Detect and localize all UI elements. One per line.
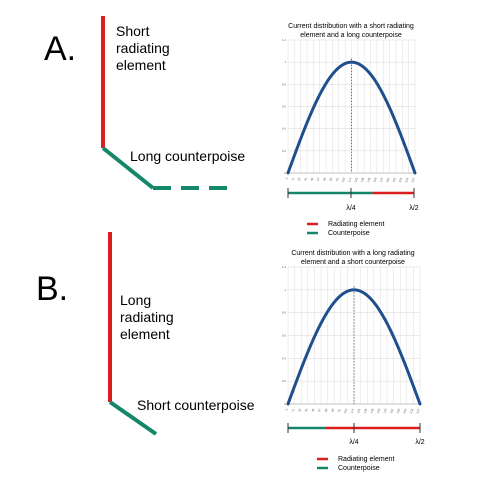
chart-b-xtick-label: 125: [356, 408, 362, 414]
panel-a-legend-counterpoise: Counterpoise: [328, 230, 370, 237]
chart-b-xtick-label: 170: [382, 408, 388, 414]
chart-a-ytick-label: 1: [284, 60, 286, 64]
panel-b-counterpoise-label: Short counterpoise: [137, 397, 255, 413]
panel-b-element-label-2: radiating: [120, 309, 174, 325]
chart-b-xtick-label: 204: [402, 408, 408, 414]
chart-a-xtick-label: 46: [309, 177, 314, 182]
chart-b-xtick-label: 216: [409, 408, 415, 414]
chart-b-ytick-label: 0.6: [282, 334, 287, 338]
panel-b-lambda-half: λ/2: [415, 439, 424, 446]
panel-a-counterpoise-label: Long counterpoise: [130, 148, 245, 164]
chart-a-xtick-label: 11: [290, 177, 295, 182]
chart-a-ytick-label: 1.2: [282, 38, 287, 42]
panel-b-element-label-3: element: [120, 326, 170, 342]
chart-a: Current distribution with a short radiat…: [282, 23, 417, 183]
chart-b-xtick-label: 80: [330, 408, 335, 413]
panel-a-legend: Radiating element Counterpoise: [307, 221, 384, 237]
chart-b-xtick-label: 193: [396, 408, 402, 414]
chart-a-xtick-label: 34: [303, 177, 308, 182]
chart-a-xtick-label: 114: [347, 177, 353, 183]
chart-a-xtick-label: 170: [379, 177, 385, 183]
chart-b-xtick-label: 159: [376, 408, 382, 414]
chart-a-xtick-label: 125: [353, 177, 359, 183]
chart-a-xtick-label: 148: [366, 177, 372, 183]
chart-b-xtick-label: 23: [297, 408, 302, 413]
chart-b-xtick-label: 102: [343, 408, 349, 414]
panel-a-counterpoise-wire: [101, 146, 155, 190]
chart-a-ytick-label: 0.8: [282, 82, 287, 86]
chart-b-xtick-label: 227: [415, 408, 421, 414]
chart-b-xtick-label: 148: [369, 408, 375, 414]
chart-b-ytick-label: 0: [284, 402, 286, 406]
panel-a: A. Short radiating element Long counterp…: [44, 16, 419, 237]
chart-b-xtick-label: 68: [324, 408, 329, 413]
chart-b-xtick-label: 0: [285, 408, 289, 411]
chart-b-title-line-1: Current distribution with a long radiati…: [291, 250, 414, 257]
panel-a-letter: A.: [44, 30, 76, 68]
chart-b-ytick-label: 1.2: [282, 265, 287, 269]
chart-b-ytick-label: 1: [284, 288, 286, 292]
chart-b-title-line-2: element and a short counterpoise: [301, 259, 405, 266]
chart-b-xtick-label: 46: [310, 408, 315, 413]
panel-b-letter: B.: [36, 270, 68, 308]
chart-a-xtick-label: 68: [322, 177, 327, 182]
panel-b-legend-radiating: Radiating element: [338, 456, 394, 463]
panel-b-element-label-1: Long: [120, 292, 151, 308]
chart-a-xtick-label: 182: [385, 177, 391, 183]
chart-b-xtick-label: 182: [389, 408, 395, 414]
chart-b-xtick-label: 114: [350, 408, 356, 414]
chart-b-xtick-label: 136: [363, 408, 369, 414]
chart-a-ytick-label: 0.4: [282, 127, 287, 131]
chart-a-xtick-label: 23: [297, 177, 302, 182]
chart-b-xtick-label: 11: [291, 408, 296, 413]
panel-a-legend-radiating: Radiating element: [328, 221, 384, 228]
panel-a-element-label-1: Short: [116, 23, 150, 39]
chart-a-xtick-label: 91: [335, 177, 340, 182]
chart-a-xtick-label: 0: [285, 177, 289, 180]
chart-a-xtick-label: 227: [410, 177, 416, 183]
chart-a-ytick-label: 0.2: [282, 149, 287, 153]
chart-a-xtick-label: 216: [404, 177, 410, 183]
panel-a-element-label-3: element: [116, 57, 166, 73]
chart-a-ytick-label: 0: [284, 171, 286, 175]
panel-a-length-bar: λ/4 λ/2: [287, 188, 419, 212]
panel-a-lambda-half: λ/2: [409, 205, 418, 212]
chart-a-xtick-label: 57: [316, 177, 321, 182]
chart-b-xtick-label: 91: [337, 408, 342, 413]
panel-a-lambda-quarter: λ/4: [346, 205, 355, 212]
chart-b: Current distribution with a long radiati…: [282, 250, 422, 414]
panel-b-legend-counterpoise: Counterpoise: [338, 465, 380, 472]
chart-b-xtick-label: 57: [317, 408, 322, 413]
panel-b-lambda-quarter: λ/4: [349, 439, 358, 446]
chart-b-ytick-label: 0.8: [282, 311, 287, 315]
chart-a-title-line-2: element and a long counterpoise: [300, 32, 402, 39]
chart-a-xtick-label: 136: [360, 177, 366, 183]
chart-b-current-curve: [286, 288, 422, 406]
panel-a-element-label-2: radiating: [116, 40, 170, 56]
panel-b-counterpoise-wire: [108, 400, 158, 436]
chart-a-xtick-label: 204: [398, 177, 404, 183]
chart-a-current-curve: [286, 60, 417, 175]
chart-b-xtick-label: 34: [304, 408, 309, 413]
chart-a-ytick-label: 0.6: [282, 105, 287, 109]
chart-a-xtick-label: 159: [372, 177, 378, 183]
panel-b-legend: Radiating element Counterpoise: [317, 456, 394, 472]
chart-a-xtick-label: 193: [391, 177, 397, 183]
panel-b-length-bar: λ/4 λ/2: [287, 423, 425, 446]
chart-a-xtick-label: 102: [341, 177, 347, 183]
panel-b: B. Long radiating element Short counterp…: [36, 232, 425, 472]
chart-a-xtick-label: 80: [328, 177, 333, 182]
chart-a-title-line-1: Current distribution with a short radiat…: [288, 23, 414, 30]
chart-b-ytick-label: 0.2: [282, 379, 287, 383]
chart-b-ytick-label: 0.4: [282, 356, 287, 360]
